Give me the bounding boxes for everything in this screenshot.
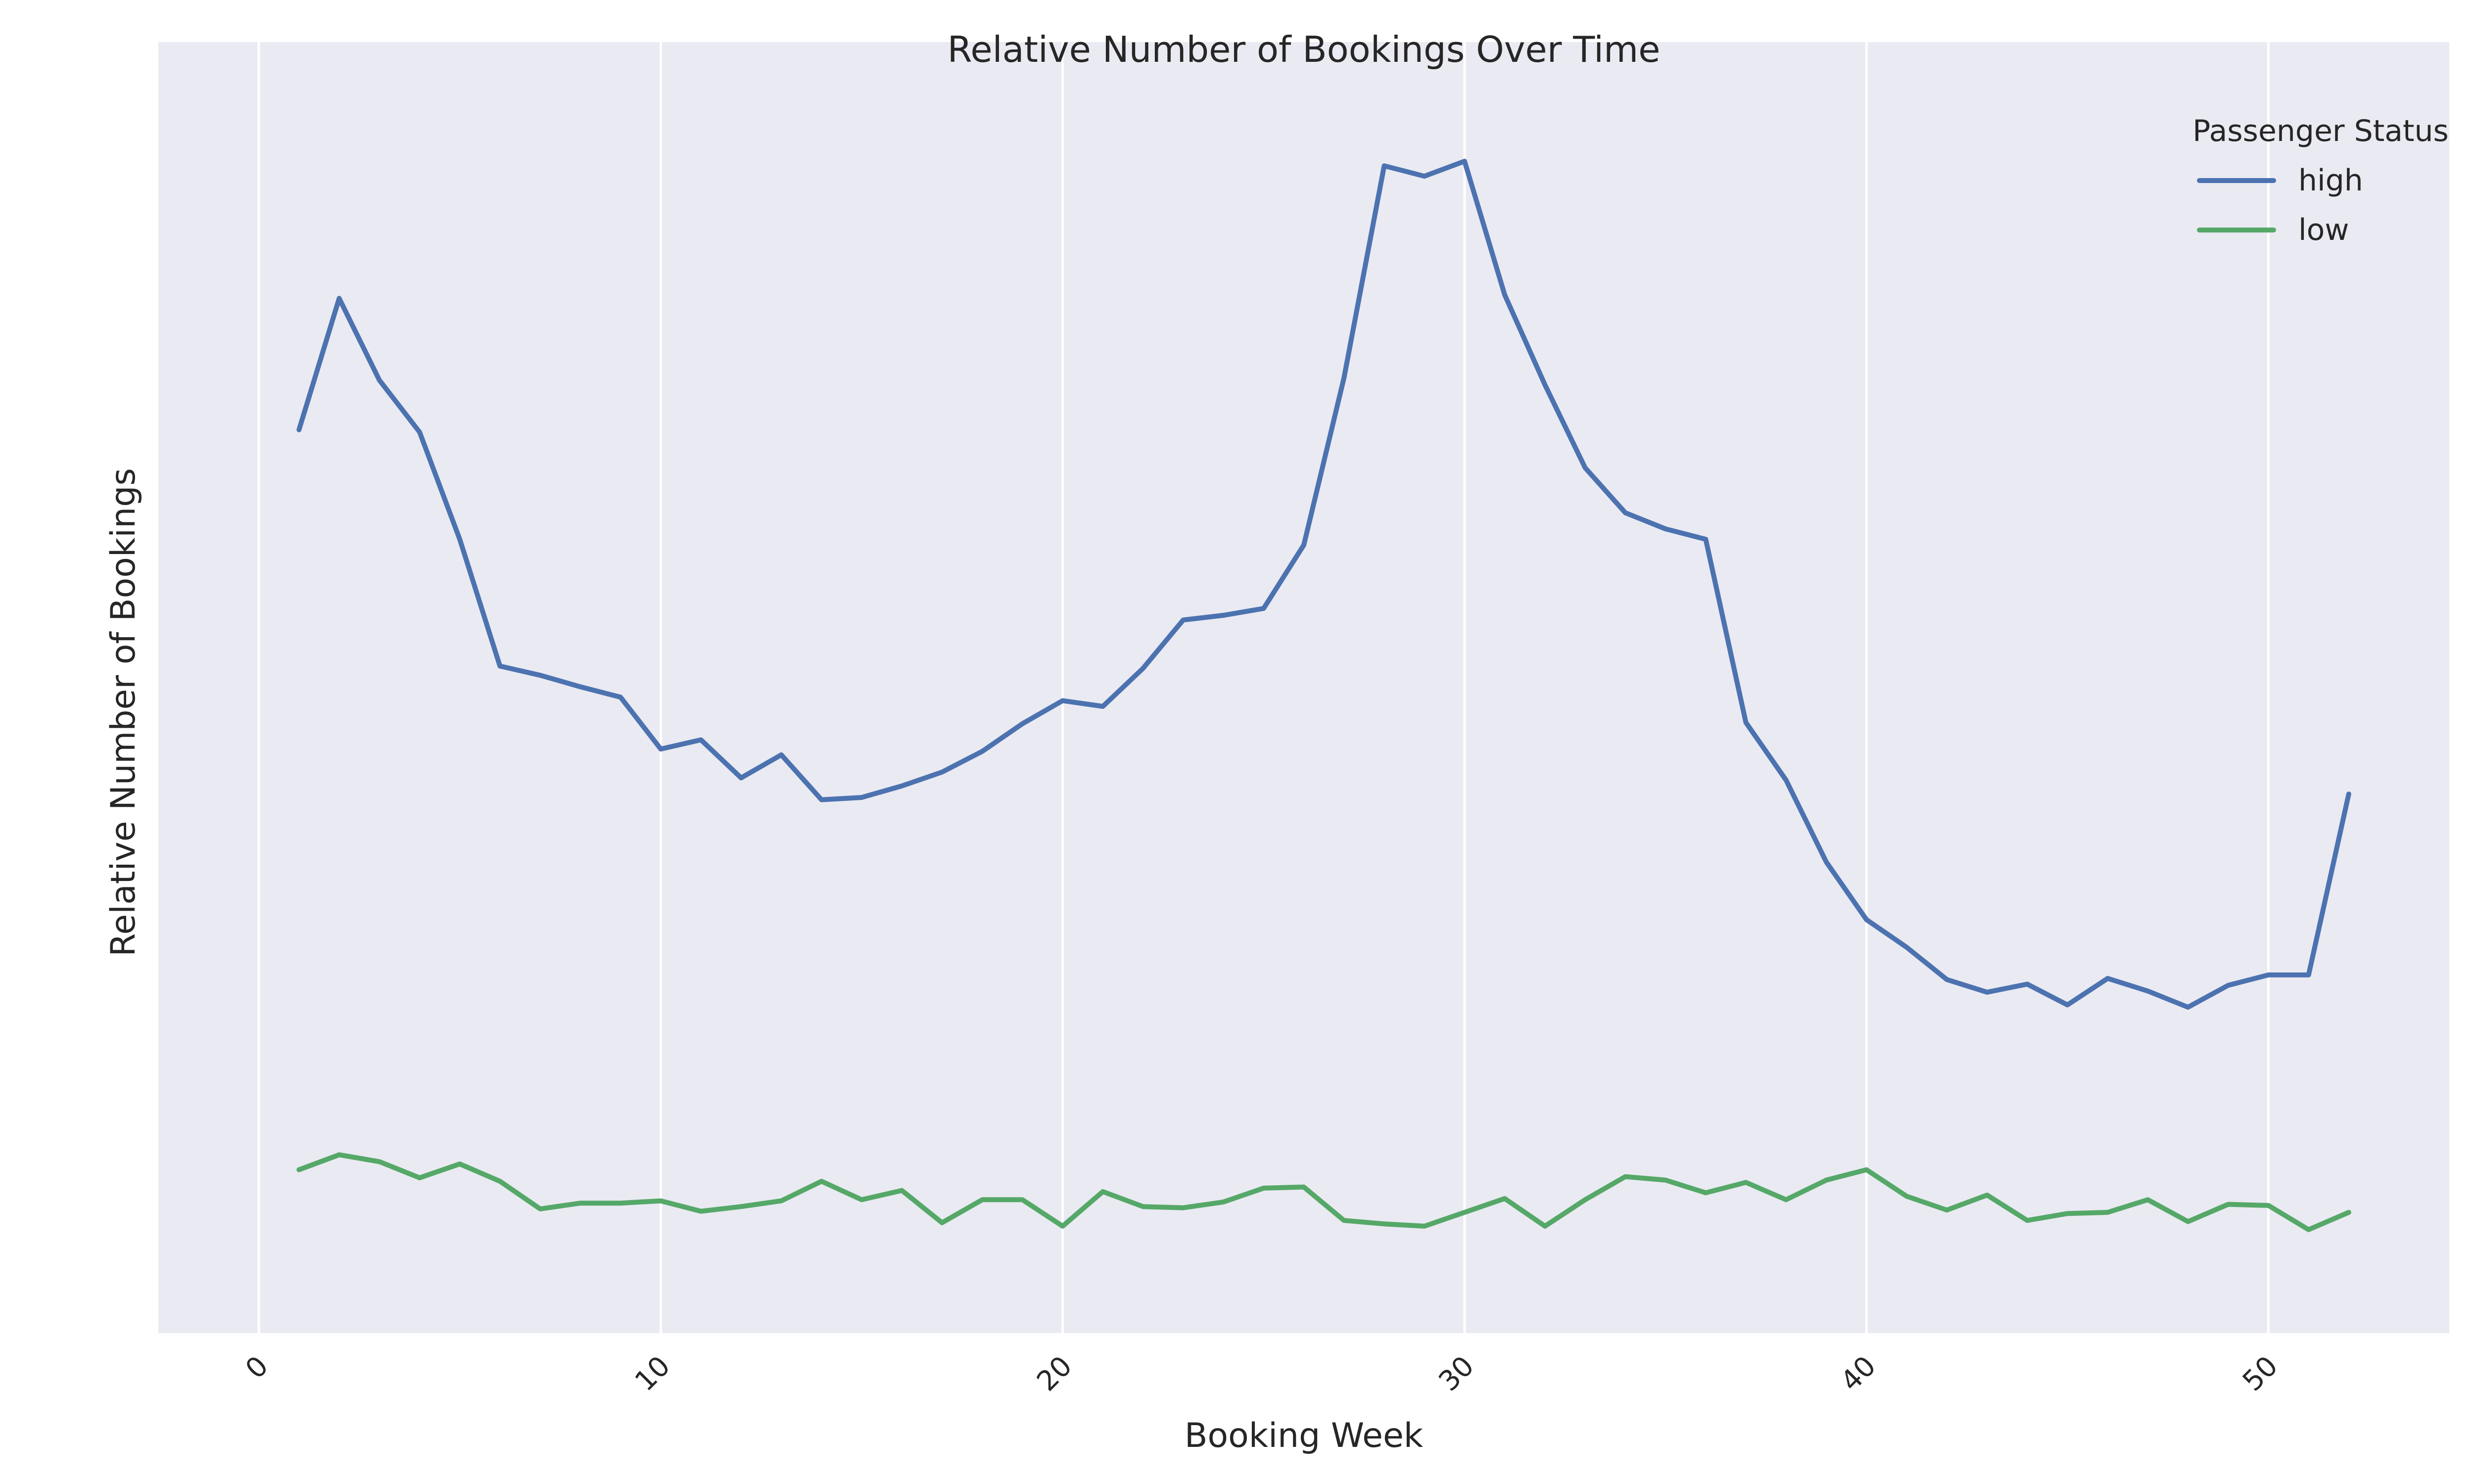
legend-title: Passenger Status [2192, 114, 2449, 148]
legend: Passenger Status high low [2192, 114, 2449, 247]
legend-label-low: low [2298, 213, 2349, 247]
series-line-high [296, 158, 2351, 1010]
series-line-low [296, 1152, 2351, 1232]
plot-area [158, 42, 2449, 1333]
legend-label-high: high [2298, 163, 2363, 198]
legend-items: high low [2197, 163, 2363, 247]
y-axis-label: Relative Number of Bookings [104, 468, 143, 957]
series-lines [296, 158, 2351, 1232]
grid-lines [257, 42, 2270, 1333]
chart-title: Relative Number of Bookings Over Time [948, 29, 1661, 70]
x-axis-label: Booking Week [1185, 1416, 1424, 1455]
